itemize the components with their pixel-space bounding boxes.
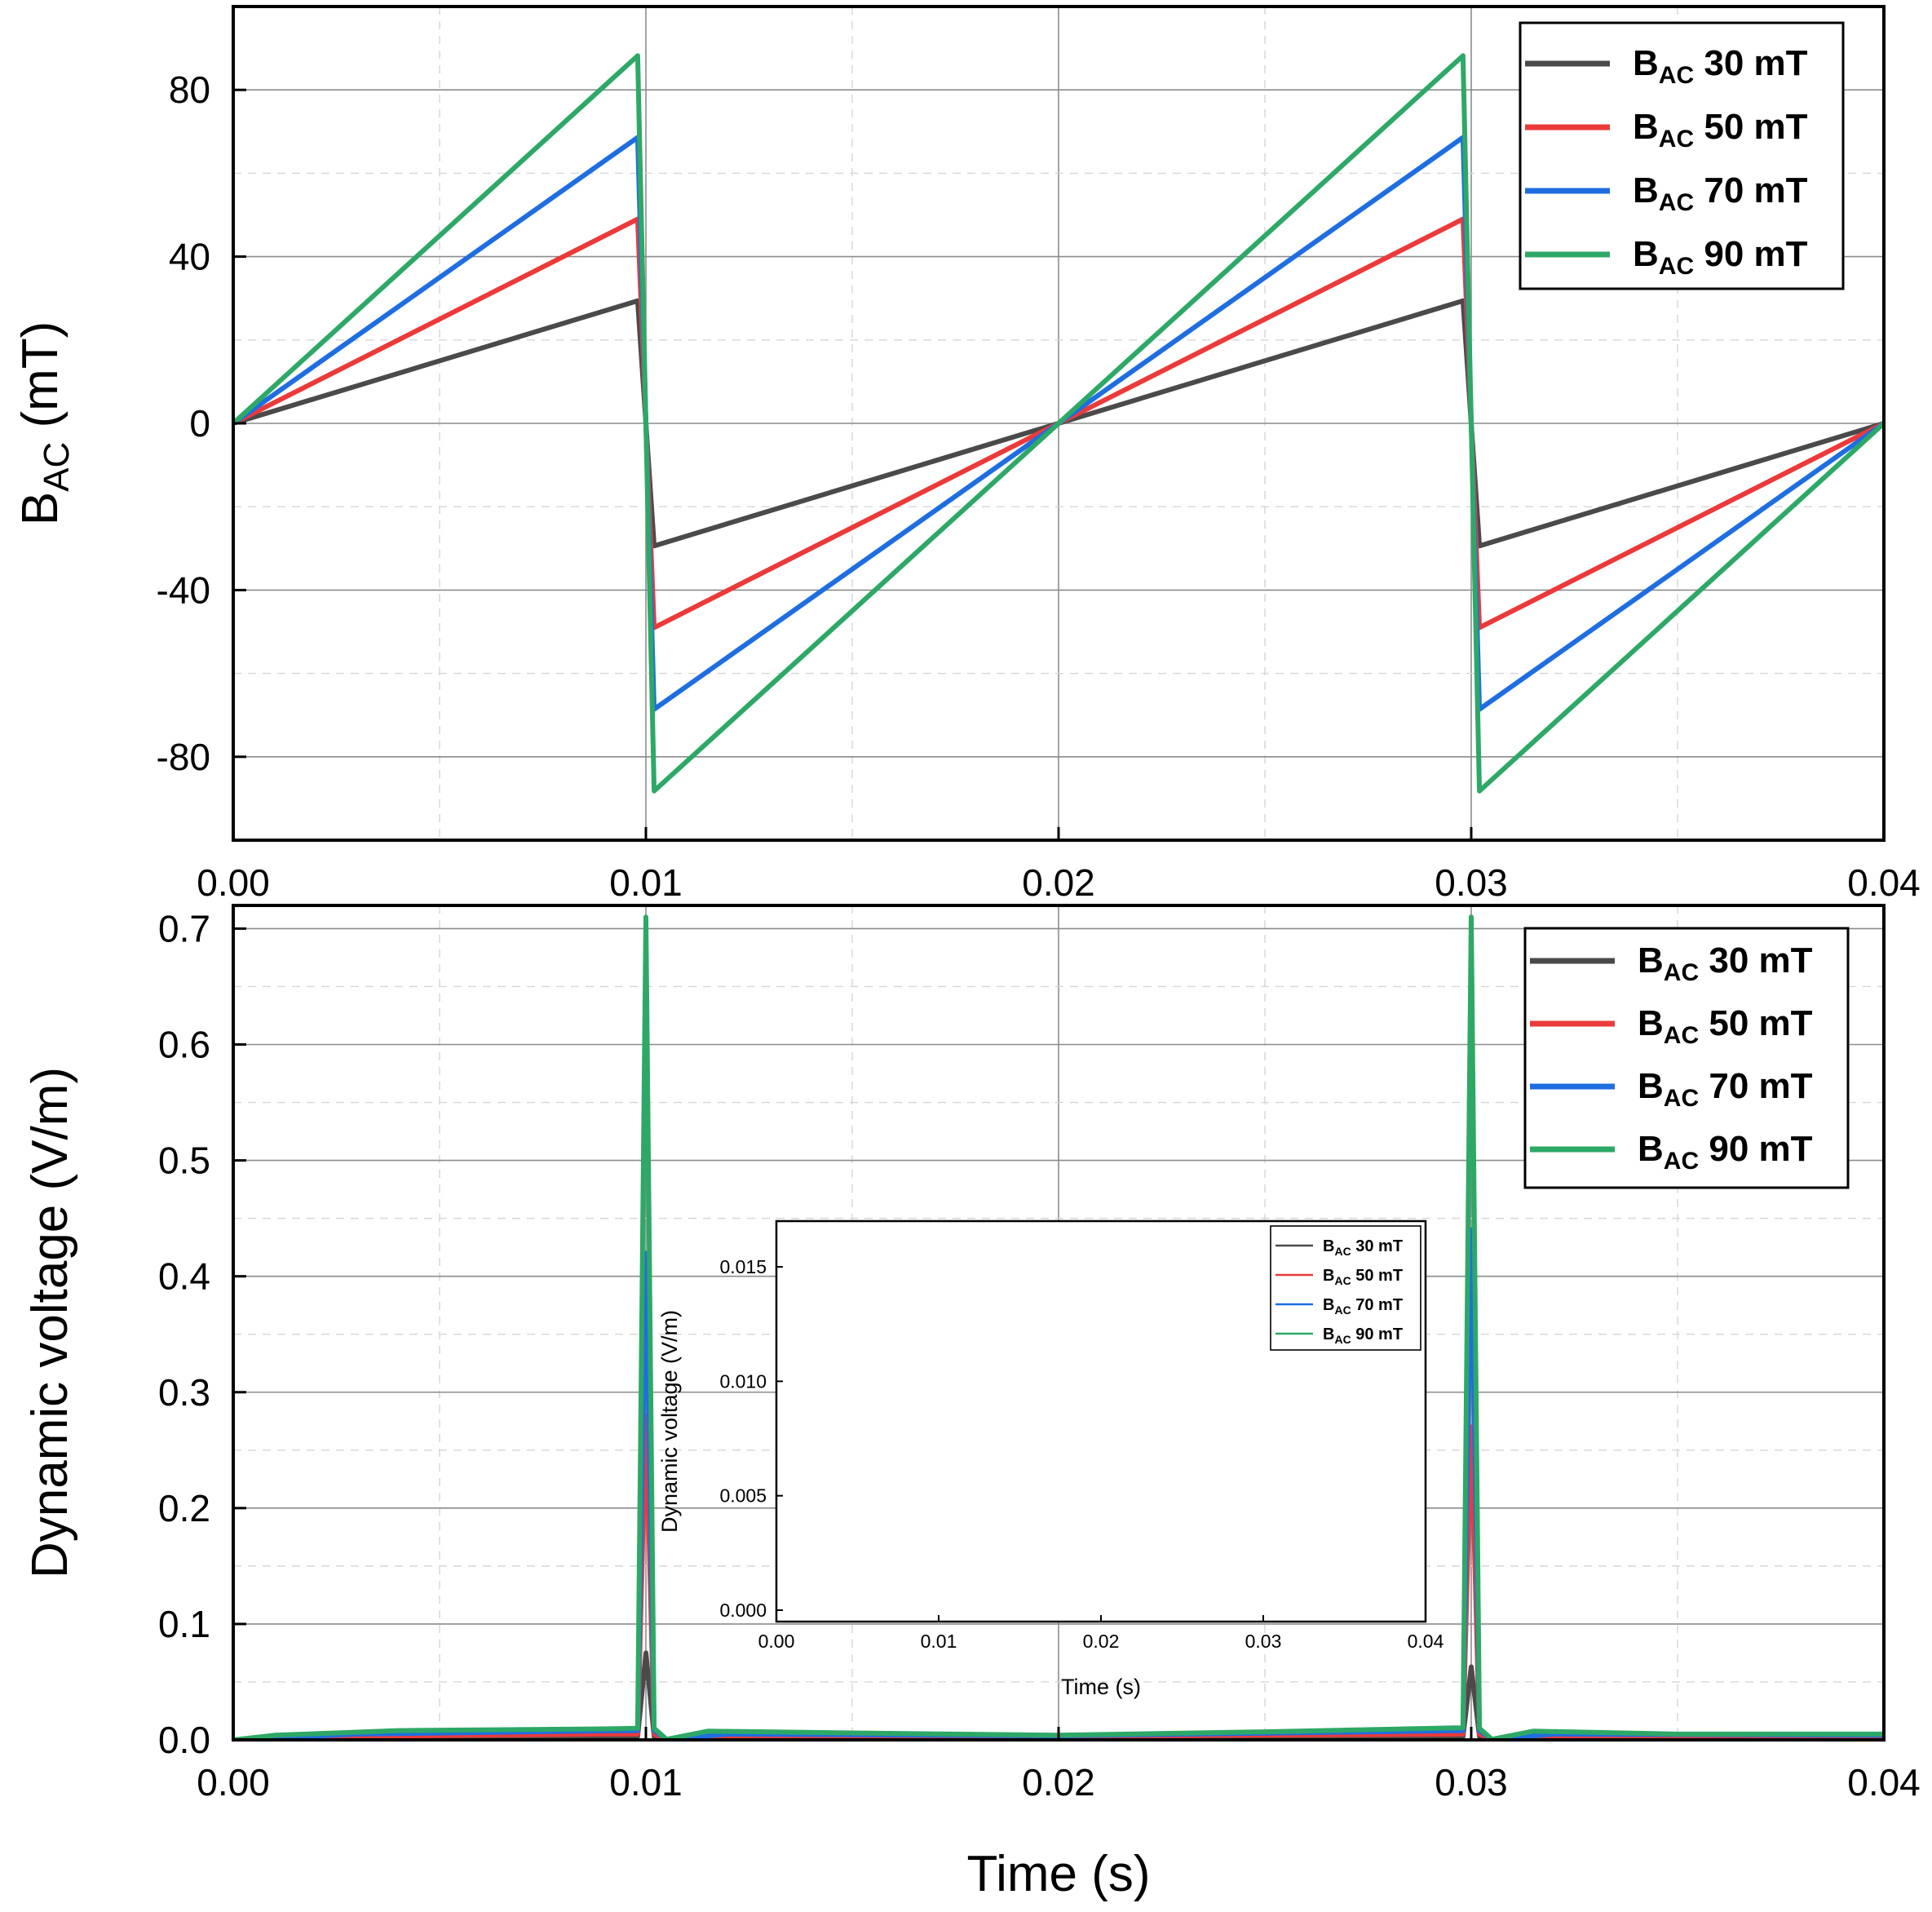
inset-chart-panel: 0.00 0.01 0.02 0.03 0.04 0.000 0.005 0.010 0.015… bbox=[657, 1219, 1444, 1699]
bottom-x-tick-label: 0.04 bbox=[1847, 1761, 1921, 1804]
inset-y-tick-label: 0.005 bbox=[719, 1485, 767, 1507]
bottom-y-axis-title: Dynamic voltage (V/m) bbox=[22, 1067, 78, 1578]
bottom-x-tick-label: 0.00 bbox=[197, 1761, 270, 1804]
inset-legend-label-4: BAC 90 mT bbox=[1323, 1326, 1403, 1346]
top-x-tick-label: 0.02 bbox=[1022, 861, 1095, 904]
inset-legend-box bbox=[1270, 1225, 1421, 1351]
top-y-tick-label: 40 bbox=[169, 236, 210, 278]
inset-x-tick-label: 0.02 bbox=[1083, 1631, 1120, 1652]
top-y-axis-title: BAC (mT) bbox=[12, 321, 77, 526]
inset-legend-label-3: BAC 70 mT bbox=[1323, 1296, 1403, 1317]
bottom-x-tick-label: 0.03 bbox=[1435, 1761, 1508, 1804]
inset-legend-label-1: BAC 30 mT bbox=[1323, 1237, 1403, 1258]
inset-y-tick-label: 0.010 bbox=[719, 1370, 767, 1392]
bottom-legend-label-2: BAC 50 mT bbox=[1638, 1003, 1813, 1049]
bottom-y-tick-label: 0.4 bbox=[158, 1255, 210, 1298]
inset-x-tick-label: 0.04 bbox=[1408, 1631, 1444, 1652]
bottom-y-tick-label: 0.7 bbox=[158, 907, 210, 949]
top-y-tick-label: -40 bbox=[157, 569, 210, 611]
bottom-legend-label-4: BAC 90 mT bbox=[1638, 1129, 1813, 1175]
top-legend-label-2: BAC 50 mT bbox=[1633, 107, 1808, 153]
top-legend-label-4: BAC 90 mT bbox=[1633, 234, 1808, 280]
inset-x-tick-label: 0.00 bbox=[758, 1631, 795, 1652]
bottom-legend-label-1: BAC 30 mT bbox=[1638, 941, 1813, 986]
top-x-tick-label: 0.04 bbox=[1847, 861, 1921, 904]
inset-x-tick-label: 0.03 bbox=[1245, 1631, 1282, 1652]
bottom-y-tick-label: 0.0 bbox=[158, 1719, 210, 1761]
bottom-x-tick-label: 0.01 bbox=[609, 1761, 683, 1804]
bottom-legend-label-3: BAC 70 mT bbox=[1638, 1066, 1813, 1112]
bottom-y-tick-label: 0.5 bbox=[158, 1140, 210, 1182]
top-x-tick-label: 0.03 bbox=[1435, 861, 1508, 904]
top-x-tick-label: 0.00 bbox=[197, 861, 270, 904]
top-y-tick-label: 80 bbox=[169, 69, 210, 111]
bottom-y-tick-label: 0.1 bbox=[158, 1603, 210, 1645]
bottom-chart-panel: 0.00 0.01 0.02 0.03 0.04 0.0 0.1 0.2 0.3 0.4 0.5 0.… bbox=[22, 904, 1921, 1902]
bottom-legend-box bbox=[1523, 927, 1850, 1189]
top-x-tick-label: 0.01 bbox=[609, 861, 683, 904]
inset-x-tick-label: 0.01 bbox=[921, 1631, 957, 1652]
top-chart-panel: 0.00 0.01 0.02 0.03 0.04 -80 -40 0 40 80 BAC (mT) B… bbox=[12, 5, 1921, 904]
top-legend-box bbox=[1519, 21, 1845, 290]
top-y-tick-label: 0 bbox=[189, 402, 210, 445]
bottom-y-tick-label: 0.3 bbox=[158, 1371, 210, 1414]
inset-legend-label-2: BAC 50 mT bbox=[1323, 1267, 1403, 1287]
top-legend-label-3: BAC 70 mT bbox=[1633, 170, 1808, 216]
top-y-tick-label: -80 bbox=[157, 736, 210, 778]
top-series-line-4 bbox=[233, 53, 1884, 794]
top-legend-label-1: BAC 30 mT bbox=[1633, 43, 1808, 89]
inset-y-tick-label: 0.000 bbox=[719, 1600, 767, 1621]
inset-x-axis-title: Time (s) bbox=[1061, 1675, 1141, 1699]
bottom-x-axis-title: Time (s) bbox=[967, 1846, 1151, 1902]
bottom-y-tick-label: 0.6 bbox=[158, 1024, 210, 1066]
inset-y-axis-title: Dynamic voltage (V/m) bbox=[657, 1310, 682, 1533]
bottom-x-tick-label: 0.02 bbox=[1022, 1761, 1095, 1804]
inset-y-tick-label: 0.015 bbox=[719, 1256, 767, 1277]
bottom-y-tick-label: 0.2 bbox=[158, 1487, 210, 1529]
